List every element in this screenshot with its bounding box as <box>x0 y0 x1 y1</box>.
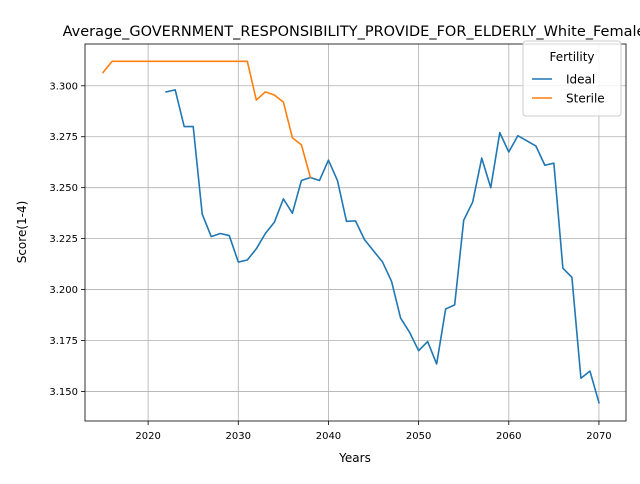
ticks: 2020 2030 2040 2050 2060 2070 3.150 3.175 3.200 3… <box>49 81 611 442</box>
chart-title: Average_GOVERNMENT_RESPONSIBILITY_PROVID… <box>63 24 640 40</box>
series-line-sterile <box>101 60 312 179</box>
y-tick-label: 3.250 <box>49 183 78 194</box>
x-tick-label: 2020 <box>135 431 160 442</box>
x-tick-label: 2070 <box>586 431 611 442</box>
x-tick-label: 2050 <box>406 431 431 442</box>
y-tick-label: 3.300 <box>49 81 78 92</box>
x-axis-label: Years <box>338 451 371 465</box>
y-tick-label: 3.275 <box>49 132 78 143</box>
legend: Fertility Ideal Sterile <box>522 40 622 117</box>
series-line-ideal <box>165 89 600 404</box>
axes-frame <box>84 43 627 422</box>
y-tick-label: 3.200 <box>49 285 78 296</box>
legend-title: Fertility <box>549 50 594 64</box>
x-tick-label: 2040 <box>316 431 341 442</box>
legend-label-sterile: Sterile <box>566 92 605 106</box>
y-tick-label: 3.225 <box>49 234 78 245</box>
y-tick-label: 3.175 <box>49 336 78 347</box>
axes-border <box>84 43 627 422</box>
x-tick-label: 2030 <box>226 431 251 442</box>
legend-label-ideal: Ideal <box>566 73 595 87</box>
y-tick-label: 3.150 <box>49 387 78 398</box>
series-layer <box>101 60 600 404</box>
x-tick-label: 2060 <box>496 431 521 442</box>
y-axis-label: Score(1-4) <box>15 201 29 264</box>
